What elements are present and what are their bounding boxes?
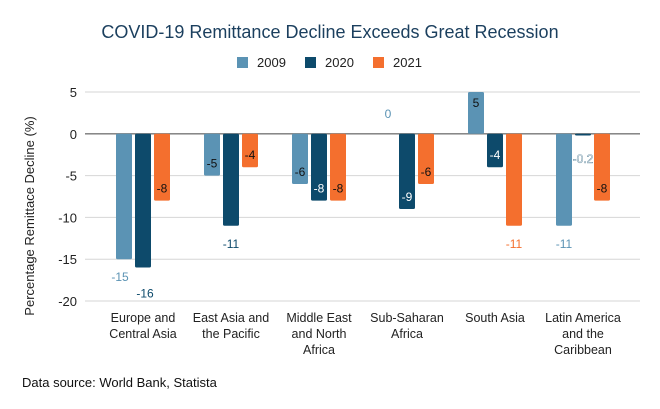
data-label-2009: -11 xyxy=(556,237,573,251)
data-label-2021: -8 xyxy=(157,182,168,196)
bar-2020 xyxy=(575,133,591,136)
x-category-label: Central Asia xyxy=(109,327,176,341)
y-axis-ticks: 5 0 -5 -10 -15 -20 xyxy=(58,85,77,309)
gridlines xyxy=(85,91,640,302)
bar-2020 xyxy=(135,133,151,268)
data-source: Data source: World Bank, Statista xyxy=(22,375,218,390)
data-label-2020: -9 xyxy=(402,190,413,204)
data-label-2021: -11 xyxy=(506,237,523,251)
x-category-label: East Asia and xyxy=(193,311,269,325)
x-category-label: South Asia xyxy=(465,311,525,325)
data-label-2021: -6 xyxy=(421,165,432,179)
legend-swatch-2021 xyxy=(373,57,384,68)
data-labels: -15 -16 -8 -5 -11 -4 -6 -8 -8 0 -9 -6 5 -4 -11 -11 -0.2 -… xyxy=(111,96,607,301)
bar-2020 xyxy=(311,133,327,201)
data-label-2020: -0.2 xyxy=(573,152,594,166)
data-label-2021: -4 xyxy=(245,148,256,162)
bars xyxy=(116,92,610,268)
data-label-2020: -11 xyxy=(223,237,240,251)
bar-2021 xyxy=(242,133,258,168)
y-tick-label: -15 xyxy=(58,252,77,267)
bar-2009 xyxy=(292,133,308,184)
y-tick-label: 0 xyxy=(70,127,77,142)
x-category-label: Europe and xyxy=(111,311,176,325)
data-label-2009: -5 xyxy=(207,157,218,171)
bar-2021 xyxy=(506,133,522,226)
bar-2020 xyxy=(487,133,503,168)
data-label-2009: 0 xyxy=(385,107,392,121)
bar-2021 xyxy=(330,133,346,201)
bar-2021 xyxy=(154,133,170,201)
x-category-label: Middle East xyxy=(286,311,352,325)
y-tick-label: -10 xyxy=(58,210,77,225)
x-category-label: Africa xyxy=(391,327,423,341)
bar-2009 xyxy=(116,133,132,260)
y-axis-label: Percentage Remittace Decline (%) xyxy=(22,116,37,315)
data-label-2020: -4 xyxy=(490,148,501,162)
legend: 2009 2020 2021 xyxy=(237,55,422,70)
legend-swatch-2009 xyxy=(237,57,248,68)
data-label-2020: -16 xyxy=(136,287,154,301)
x-category-label: the Pacific xyxy=(202,327,260,341)
x-category-label: Sub-Saharan xyxy=(370,311,444,325)
legend-label-2020: 2020 xyxy=(325,55,354,70)
bar-2009 xyxy=(468,92,484,134)
bar-2021 xyxy=(418,133,434,184)
y-tick-label: 5 xyxy=(70,85,77,100)
data-label-2021: -8 xyxy=(333,182,344,196)
x-category-label: Latin America xyxy=(545,311,621,325)
bar-2021 xyxy=(594,133,610,201)
x-axis-categories: Europe and Central Asia East Asia and the P… xyxy=(109,311,621,357)
bar-2009 xyxy=(204,133,220,176)
x-category-label: and North xyxy=(292,327,347,341)
x-category-label: Caribbean xyxy=(554,343,612,357)
data-label-2009: -6 xyxy=(295,165,306,179)
data-label-2009: 5 xyxy=(473,96,480,110)
bar-2009 xyxy=(556,133,572,226)
bar-2020 xyxy=(399,133,415,210)
bar-2020 xyxy=(223,133,239,226)
data-label-2009: -15 xyxy=(111,270,129,284)
data-label-2020: -8 xyxy=(314,182,325,196)
x-category-label: and the xyxy=(562,327,604,341)
data-label-2021: -8 xyxy=(597,182,608,196)
x-category-label: Africa xyxy=(303,343,335,357)
chart-title: COVID-19 Remittance Decline Exceeds Grea… xyxy=(101,22,558,42)
y-tick-label: -20 xyxy=(58,294,77,309)
y-tick-label: -5 xyxy=(65,169,77,184)
legend-label-2009: 2009 xyxy=(257,55,286,70)
legend-swatch-2020 xyxy=(305,57,316,68)
legend-label-2021: 2021 xyxy=(393,55,422,70)
